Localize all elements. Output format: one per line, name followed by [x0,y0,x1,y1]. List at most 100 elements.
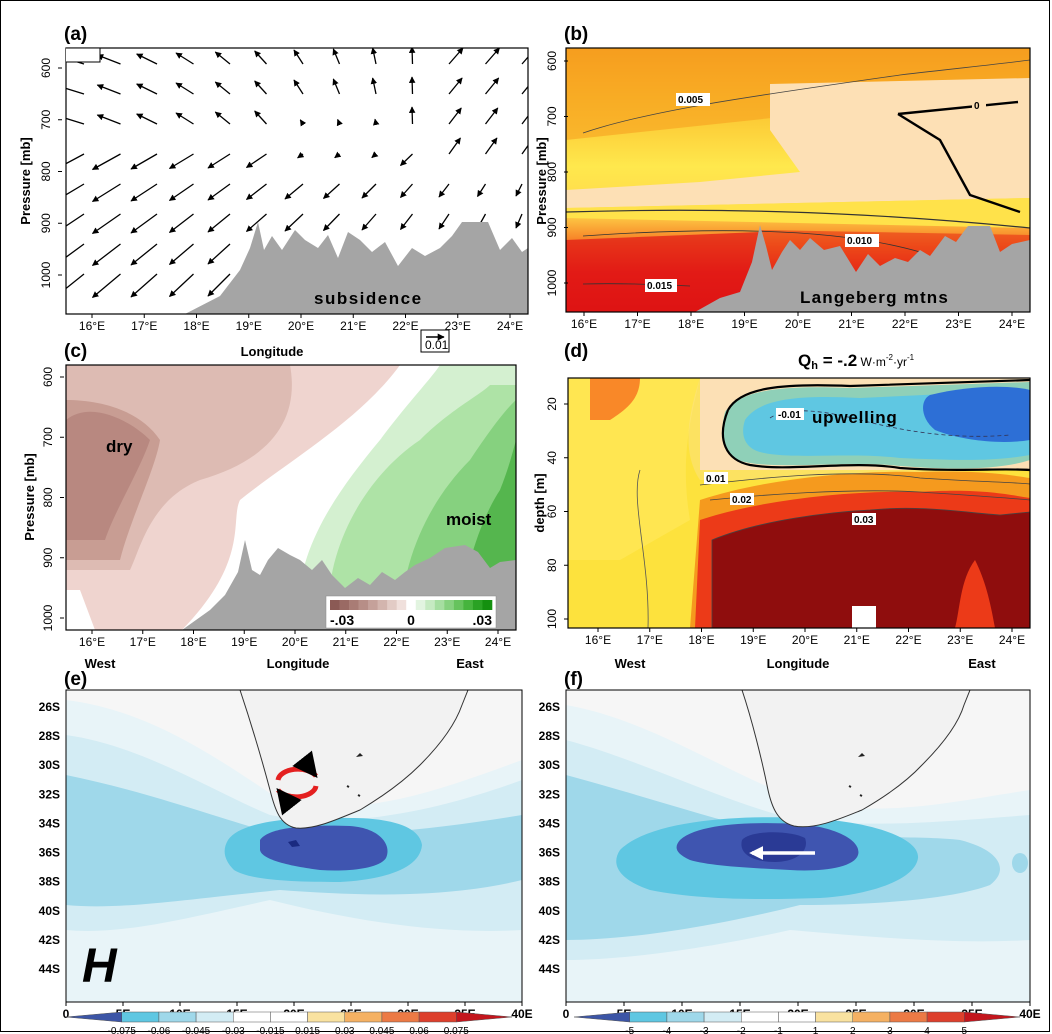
wind-vector [168,213,194,234]
f-y-tick-label: 36S [539,846,560,860]
e-x-tick-label: 40E [511,1007,532,1021]
panel-c-ylabel: Pressure [mb] [22,453,37,540]
wind-vector [334,151,342,159]
contour-d-002 [709,490,1030,501]
terrain-b [695,225,1030,312]
c-y-tick-label: 600 [41,367,55,387]
colorbar-f-swatch [741,1011,779,1023]
contour-label-0: 0 [974,101,980,112]
wind-vector [130,243,158,266]
wind-vector [130,153,158,170]
panel-a-y-ticks: 600 700 800 900 1000 [39,58,62,288]
wind-vector [293,49,304,65]
circulation-arc-bottom [276,785,319,816]
colorbar-c-swatch [425,600,436,610]
a-y-tick-label: 700 [39,109,53,129]
colorbar-f-swatch [629,1011,668,1023]
b-y-tick-label: 700 [545,106,559,126]
wind-vector [438,183,450,198]
colorbar-e-swatch [456,1011,513,1023]
colorbar-f-swatch [926,1011,965,1023]
contour-label-neg001: -0.01 [778,410,801,421]
c-x-tick-label: 23°E [434,635,460,649]
e-y-tick-label: 30S [39,758,60,772]
colorbar-f-label: 3 [887,1026,893,1034]
panel-e-colorbar: -0.075 -0.06 -0.045 -0.03 -0.015 0.015 0.03 0.0… [65,1011,513,1034]
wind-vector [521,115,528,125]
c-x-tick-label: 21°E [333,635,359,649]
panel-d-x-ticks: 16°E 17°E 18°E 19°E 20°E 21°E 22°E 23°E 24°E [585,628,1025,647]
panel-c-y-ticks: 600 700 800 900 1000 [41,367,64,631]
a-y-tick-label: 600 [39,58,53,78]
d-x-tick-label: 17°E [637,633,663,647]
wind-vector [408,106,416,125]
wind-vector [336,118,343,127]
wind-vector [515,183,523,197]
panel-d-orange-top [590,378,640,420]
contour-label-001: 0.01 [706,474,726,485]
panel-c-colorbar-swatches [330,600,493,610]
contour-b-band-1 [566,209,1030,229]
a-x-tick-label: 20°E [288,319,314,333]
b-y-tick-label: 1000 [545,269,559,296]
wind-vector [484,137,498,155]
contour-d-zero-top [727,378,1030,411]
colorbar-f-label: -2 [737,1026,746,1034]
panel-d-west: West [615,656,646,671]
colorbar-f-label: 4 [924,1026,930,1034]
wind-vector [66,273,85,290]
colorbar-f-swatch [889,1011,928,1023]
a-x-tick-label: 22°E [392,319,418,333]
annotation-dry: dry [106,437,133,456]
d-x-tick-label: 16°E [585,633,611,647]
wind-vector [332,48,341,65]
wind-vector [207,183,231,201]
wind-vector [399,213,414,231]
colorbar-f-swatch [815,1011,853,1023]
wind-vector [515,213,523,229]
annotation-upwelling: upwelling [812,408,898,427]
panel-f-eddy [1012,853,1028,873]
b-x-tick-label: 21°E [838,317,864,331]
wind-vector [130,213,158,234]
high-pressure-label: H [82,940,118,993]
panel-c-xlabel: Longitude [267,656,330,671]
a-x-tick-label: 18°E [183,319,209,333]
terrain-a [185,222,528,314]
colorbar-e-label: -0.06 [148,1026,171,1034]
c-x-tick-label: 17°E [130,635,156,649]
f-y-tick-label: 44S [539,962,560,976]
contour-label-002: 0.02 [732,495,752,506]
panel-c-label: (c) [64,341,87,362]
d-y-tick-label: 20 [545,397,559,411]
colorbar-c-swatch [396,600,407,610]
colorbar-f-swatch [666,1011,705,1023]
wind-vector [370,48,378,65]
panel-e-label: (e) [64,669,87,690]
colorbar-c-mid: 0 [407,612,415,628]
a-y-tick-label: 1000 [39,261,53,288]
wind-vector [484,107,499,125]
b-x-tick-label: 20°E [785,317,811,331]
wind-vector [175,82,194,95]
colorbar-e-swatch [418,1011,457,1023]
e-y-tick-label: 42S [39,933,60,947]
d-y-tick-label: 60 [545,505,559,519]
wind-vector [371,151,379,159]
colorbar-c-swatch [444,600,455,610]
f-y-tick-label: 32S [539,787,560,801]
panel-d-label: (d) [564,341,588,362]
colorbar-e-label: 0.03 [335,1026,355,1034]
wind-vector [361,183,377,199]
panel-a-x-ticks: 16°E 17°E 18°E 19°E 20°E 21°E 22°E 23°E 24°E [79,314,523,333]
wind-vector [323,213,340,231]
colorbar-c-max: .03 [473,612,493,628]
wind-vector [214,111,231,125]
wind-vector [207,153,231,169]
wind-vector [175,112,194,125]
wind-vector [370,77,378,95]
panel-d-ylabel: depth [m] [532,473,547,532]
colorbar-c-swatch [434,600,445,610]
panel-b-ylabel: Pressure [mb] [534,137,549,224]
panel-c-dark-brown-inner [66,411,150,540]
